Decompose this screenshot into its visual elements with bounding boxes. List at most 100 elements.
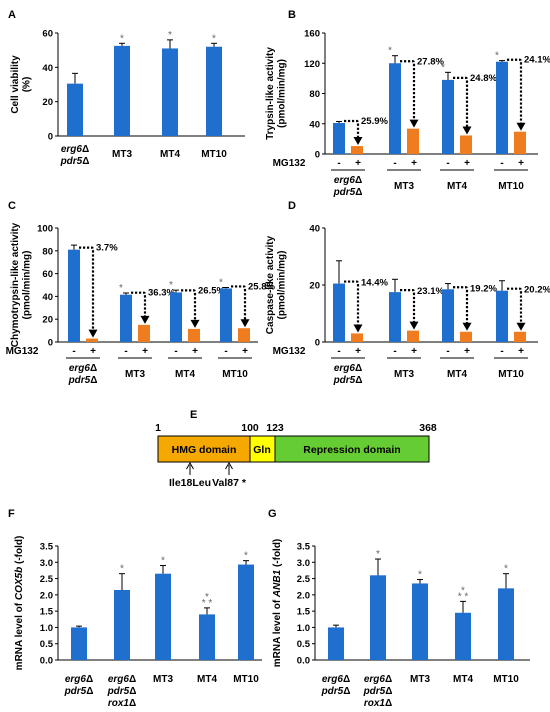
x-category-a-0-line2: pdr5Δ <box>60 156 90 167</box>
x-category-g-0-line2: pdr5Δ <box>321 686 351 697</box>
repression-domain-box <box>274 435 430 463</box>
bar-mg132-c-2 <box>188 328 200 342</box>
bar-untreated-b-0 <box>333 122 345 154</box>
mutation-arrow-head-1 <box>225 462 233 470</box>
x-category-d-1: MT3 <box>394 369 414 380</box>
y-tick-label: 80 <box>42 246 53 257</box>
mg132-minus-c-3: - <box>224 346 227 357</box>
bar-f-2 <box>155 573 171 660</box>
x-category-a-0-line1: erg6Δ <box>61 144 89 155</box>
y-axis-title-a: Cell viability(%) <box>10 55 33 114</box>
mg132-plus-c-3: + <box>242 346 248 357</box>
mg132-minus-b-3: - <box>500 158 503 169</box>
significance-star-g-4-0: * <box>504 564 508 575</box>
x-category-d-0-line1: erg6Δ <box>334 363 362 374</box>
significance-star-b-3: * <box>495 51 499 62</box>
x-category-f-2: MT3 <box>153 674 173 685</box>
x-category-c-3: MT10 <box>222 369 248 380</box>
arrow-head-c-0 <box>88 329 98 338</box>
hmg-domain-label: HMG domain <box>172 444 237 456</box>
y-tick-label: 0 <box>48 338 53 349</box>
arrow-head-d-0 <box>353 324 363 333</box>
mg132-plus-d-2: + <box>464 346 470 357</box>
y-tick-label: 160 <box>304 29 320 40</box>
significance-star-a-3: * <box>212 33 216 44</box>
bar-untreated-d-1 <box>389 292 401 342</box>
x-category-g-2: MT3 <box>410 674 430 685</box>
y-tick-label: 40 <box>309 119 320 130</box>
reduction-arrow-b-1 <box>400 60 416 121</box>
y-tick-label: 100 <box>37 224 53 235</box>
x-category-b-1: MT3 <box>394 181 414 192</box>
significance-star-c-3: * <box>219 278 223 289</box>
y-tick-label: 2.5 <box>297 574 311 585</box>
reduction-arrow-d-0 <box>344 280 360 326</box>
x-category-c-0-line1: erg6Δ <box>69 363 97 374</box>
residue-position-368: 368 <box>419 422 437 434</box>
significance-star-g-3-0: * <box>461 585 465 596</box>
hmg-domain-box <box>157 435 251 463</box>
percent-label-d-0: 14.4% <box>361 278 388 289</box>
panel-label-f: F <box>8 508 15 520</box>
panel-label-c: C <box>8 200 16 212</box>
percent-label-d-3: 20.2% <box>524 285 550 296</box>
bar-mg132-b-3 <box>514 131 526 154</box>
bar-f-3 <box>199 614 215 660</box>
mg132-plus-d-1: + <box>411 346 417 357</box>
y-tick-label: 1.5 <box>297 607 311 618</box>
x-category-f-0-line1: erg6Δ <box>65 674 93 685</box>
mg132-plus-d-0: + <box>355 346 361 357</box>
x-category-b-0-line1: erg6Δ <box>334 175 362 186</box>
percent-label-c-1: 36.3% <box>148 288 175 299</box>
mutation-arrow-head-0 <box>186 462 194 470</box>
y-tick-label: 3.5 <box>297 542 311 553</box>
bar-a-3 <box>206 46 222 136</box>
y-tick-label: 1.5 <box>40 607 54 618</box>
x-category-d-2: MT4 <box>447 369 467 380</box>
x-category-f-0-line2: pdr5Δ <box>64 686 94 697</box>
bar-mg132-d-2 <box>460 331 472 342</box>
bar-untreated-b-2 <box>442 79 454 154</box>
x-category-b-2: MT4 <box>447 181 467 192</box>
x-category-g-4: MT10 <box>493 674 519 685</box>
bar-a-1 <box>114 45 130 136</box>
bar-g-3 <box>455 612 471 660</box>
percent-label-c-0: 3.7% <box>96 243 118 254</box>
y-tick-label: 0 <box>48 132 53 143</box>
panel-label-d: D <box>288 200 296 212</box>
mg132-minus-c-1: - <box>124 346 127 357</box>
bar-f-1 <box>114 589 130 660</box>
significance-star-c-1: * <box>119 283 123 294</box>
reduction-arrow-d-2 <box>453 286 469 324</box>
significance-star-f-3-1: * * <box>202 598 213 609</box>
percent-label-b-3: 24.1% <box>524 55 550 66</box>
x-category-a-2: MT4 <box>160 149 180 160</box>
reduction-arrow-c-0 <box>79 246 95 331</box>
bar-untreated-c-3 <box>220 288 232 342</box>
mg132-plus-d-3: + <box>518 346 524 357</box>
percent-label-c-2: 26.5% <box>198 285 225 296</box>
y-tick-label: 2.5 <box>40 574 54 585</box>
panel-label-e: E <box>190 409 197 421</box>
arrow-head-d-2 <box>462 322 472 331</box>
y-tick-label: 0.0 <box>40 656 53 667</box>
x-category-g-1-line3: rox1Δ <box>364 698 392 709</box>
y-tick-label: 20 <box>42 97 53 108</box>
bar-f-0 <box>71 627 87 660</box>
significance-star-a-1: * <box>120 33 124 44</box>
mg132-minus-b-0: - <box>337 158 340 169</box>
significance-star-g-2-0: * <box>418 570 422 581</box>
y-tick-label: 0 <box>315 150 320 161</box>
y-tick-label: 3.0 <box>297 558 310 569</box>
y-tick-label: 3.0 <box>40 558 53 569</box>
x-category-f-3: MT4 <box>197 674 217 685</box>
mg132-plus-b-0: + <box>355 158 361 169</box>
percent-label-b-1: 27.8% <box>417 56 444 67</box>
bar-mg132-d-0 <box>351 333 363 342</box>
residue-position-123: 123 <box>266 422 284 434</box>
x-category-f-1-line2: pdr5Δ <box>107 686 137 697</box>
arrow-head-d-3 <box>516 322 526 331</box>
y-tick-label: 80 <box>309 89 320 100</box>
mg132-minus-d-0: - <box>337 346 340 357</box>
x-category-d-0-line2: pdr5Δ <box>333 375 363 386</box>
